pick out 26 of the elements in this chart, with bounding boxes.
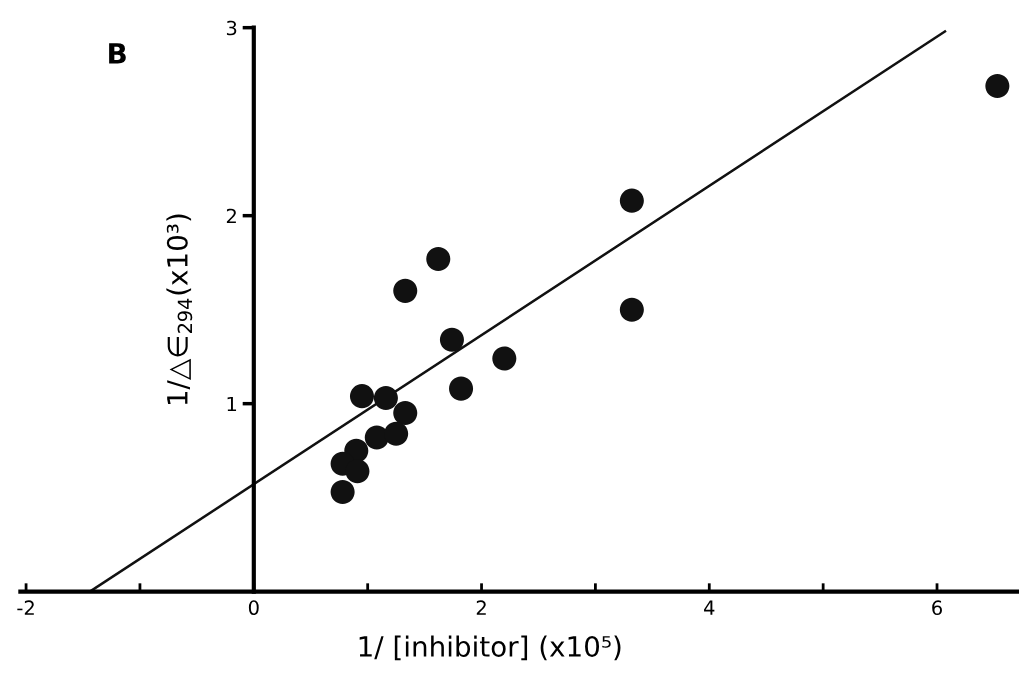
y-tick-label: 3 <box>226 20 237 36</box>
point <box>985 73 1010 98</box>
y-tick-label: 2 <box>226 208 236 224</box>
x-tick-label: 6 <box>932 600 942 616</box>
point <box>345 459 370 484</box>
point <box>619 188 644 213</box>
point <box>439 327 464 352</box>
point <box>426 246 451 271</box>
y-axis-title: 1/△∈$_{294}$(x10³) <box>166 214 193 405</box>
point <box>373 386 398 411</box>
y-tick-label: 1 <box>227 396 237 412</box>
point <box>393 401 418 426</box>
point <box>492 346 517 371</box>
x-axis-title: 1/ [inhibitor] (x10⁵) <box>359 635 621 661</box>
x-tick-label: 0 <box>248 600 259 616</box>
point <box>393 278 418 303</box>
chart-title: B <box>109 43 126 64</box>
point <box>619 297 644 322</box>
point <box>349 384 375 409</box>
point <box>364 425 389 450</box>
x-tick-label: 4 <box>704 600 715 615</box>
x-tick-label: 2 <box>476 600 486 615</box>
point <box>449 376 474 401</box>
point <box>384 421 409 446</box>
x-tick-label: -2 <box>17 600 34 615</box>
point <box>330 480 355 505</box>
